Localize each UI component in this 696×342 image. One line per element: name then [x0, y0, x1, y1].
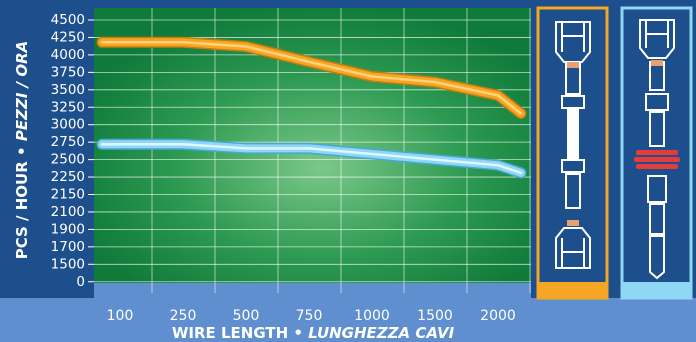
x-tick-label: 250 — [170, 308, 197, 324]
x-ticks: 100 250 500 750 1000 1500 2000 — [107, 308, 516, 324]
blue-panel-seal — [634, 150, 680, 169]
y-tick-label: 2250 — [51, 169, 85, 185]
series-line-highlight — [100, 41, 523, 115]
y-tick-label: 4250 — [51, 29, 85, 45]
y-axis-label-italic: PEZZI / ORA — [13, 41, 31, 141]
y-tick-label: 2100 — [51, 204, 85, 220]
x-axis-label-plain: WIRE LENGTH • — [172, 324, 308, 342]
orange-panel-crimp-top — [567, 62, 579, 68]
y-tick-label: 0 — [76, 274, 85, 290]
blue-terminal-panel — [620, 6, 693, 300]
orange-terminal-panel — [536, 6, 609, 300]
y-tick-label: 1500 — [51, 256, 85, 272]
x-tick-band — [94, 283, 531, 300]
y-tick-label: 3250 — [51, 99, 85, 115]
y-axis-label-plain: PCS / HOUR • — [13, 141, 31, 259]
x-tick-label: 750 — [296, 308, 323, 324]
blue-panel-swatch — [622, 282, 691, 298]
x-tick-label: 100 — [107, 308, 134, 324]
y-tick-label: 4500 — [51, 12, 85, 28]
y-tick-label: 2150 — [51, 187, 85, 203]
series-line-highlight — [100, 142, 523, 175]
blue-panel-crimp — [651, 60, 663, 66]
y-tick-label: 1700 — [51, 239, 85, 255]
y-tick-label: 1900 — [51, 221, 85, 237]
x-axis-label-italic: LUNGHEZZA CAVI — [308, 324, 454, 342]
x-axis-label: WIRE LENGTH • LUNGHEZZA CAVI — [172, 324, 455, 342]
series-lines — [96, 36, 527, 179]
y-tick-label: 2750 — [51, 134, 85, 150]
bottom-band — [0, 298, 696, 342]
orange-panel-swatch — [538, 282, 607, 298]
x-tick-label: 1500 — [417, 308, 453, 324]
y-tick-label: 4000 — [51, 47, 85, 63]
y-axis-label: PCS / HOUR • PEZZI / ORA — [13, 41, 31, 260]
y-tick-label: 3500 — [51, 82, 85, 98]
x-tick-label: 500 — [233, 308, 260, 324]
y-tick-label: 3000 — [51, 117, 85, 133]
orange-panel-crimp-bottom — [567, 220, 579, 226]
y-tick-label: 2500 — [51, 152, 85, 168]
y-tick-label: 3750 — [51, 64, 85, 80]
x-tick-label: 2000 — [480, 308, 516, 324]
x-tick-label: 1000 — [354, 308, 390, 324]
